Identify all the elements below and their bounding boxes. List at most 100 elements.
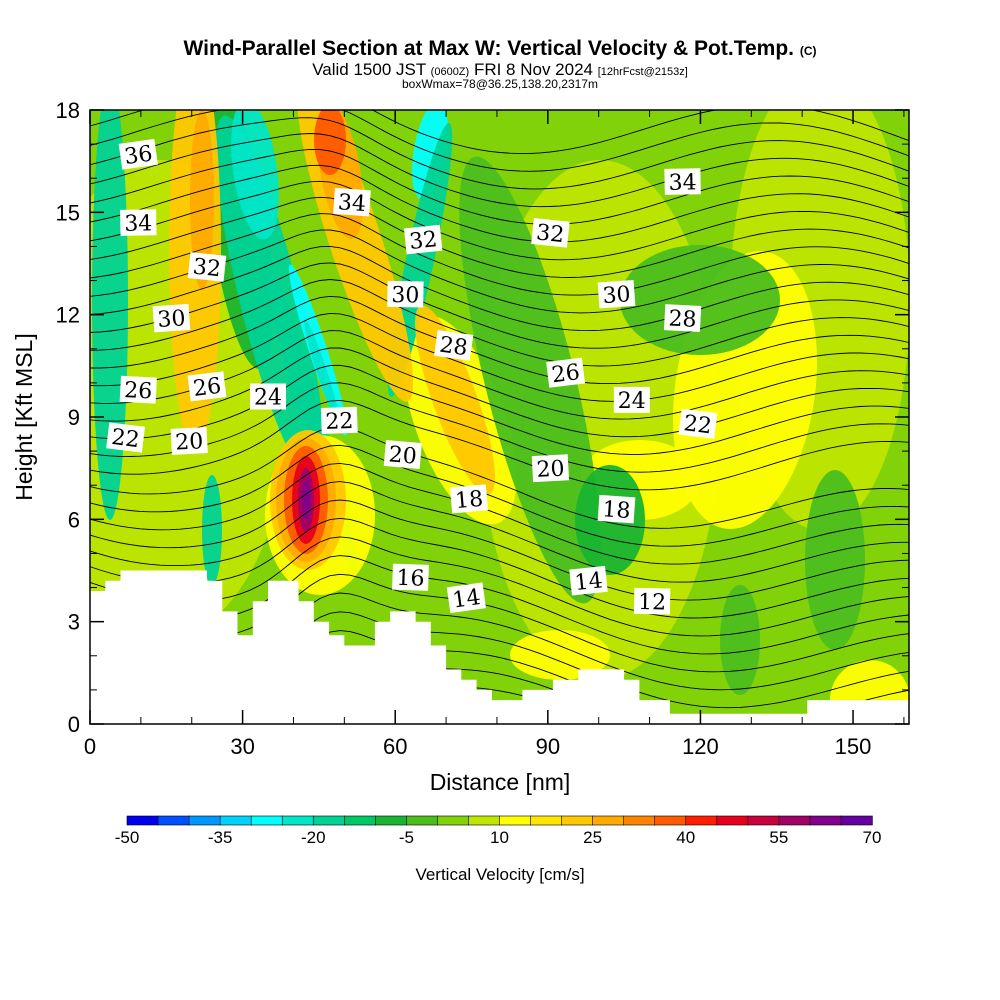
contour-label-text: 14 (573, 568, 603, 596)
contour-label-text: 32 (192, 254, 222, 282)
contour-label: 14 (446, 582, 487, 614)
colorbar-tick-label: -5 (399, 828, 414, 847)
contour-label-text: 22 (110, 425, 141, 453)
theta-contour-line (90, 382, 909, 473)
contour-label-box (392, 563, 429, 591)
colorbar-tick-labels: -50 -35 -20 -5 10 25 40 55 70 (115, 828, 882, 847)
y-tick-label: 18 (56, 98, 80, 123)
contour-label-box (597, 279, 636, 309)
contour-label: 24 (613, 386, 650, 414)
colorbar-segment (561, 815, 594, 826)
contour-label: 32 (531, 217, 570, 248)
contour-label-box (120, 209, 157, 236)
contour-label: 34 (664, 168, 701, 196)
contour-label-box (118, 138, 158, 170)
theta-contour-line (90, 481, 909, 583)
y-tick-label: 12 (56, 303, 80, 328)
theta-contour-line (90, 347, 909, 438)
contour-label: 34 (333, 187, 371, 217)
colorbar-segment (685, 815, 718, 826)
theta-contour-line (90, 536, 909, 637)
theta-contour-line (90, 213, 909, 296)
theta-contour-line (90, 399, 909, 491)
velocity-field (90, 110, 909, 724)
contour-label: 30 (597, 279, 636, 309)
theta-contour-line (90, 667, 603, 724)
contour-label: 16 (392, 563, 429, 592)
colorbar-segment (312, 815, 345, 826)
contour-label: 32 (187, 252, 227, 282)
theta-contour-line (90, 262, 909, 349)
velocity-region (720, 585, 760, 695)
y-tick-label: 9 (68, 405, 80, 430)
contour-label: 26 (119, 375, 157, 404)
theta-contour-line (90, 148, 909, 225)
colorbar-tick-label: 25 (583, 828, 602, 847)
contour-label-box (678, 408, 718, 439)
x-tick-labels: 0 30 60 90 120 150 (84, 734, 872, 759)
contour-label-box (597, 494, 636, 524)
contour-label: 20 (383, 439, 422, 470)
contour-label-box (446, 582, 487, 614)
colorbar-tick-label: 55 (769, 828, 788, 847)
x-tick-label: 0 (84, 734, 96, 759)
contour-label-text: 34 (337, 190, 367, 217)
y-tick-label: 6 (68, 507, 80, 532)
contour-label-box (387, 280, 424, 308)
contour-label: 18 (597, 494, 636, 524)
velocity-region (202, 475, 222, 585)
theta-contour-line (90, 517, 909, 619)
contour-label-box (663, 304, 702, 333)
contour-label-text: 12 (638, 590, 666, 615)
contour-label-text: 20 (536, 456, 565, 482)
box-wmax-line: boxWmax=78@36.25,138.20,2317m (402, 77, 598, 91)
theta-contour-line (90, 312, 909, 402)
contour-label-text: 18 (602, 497, 632, 524)
theta-contour-line (90, 444, 909, 547)
chart-title: Wind-Parallel Section at Max W: Vertical… (183, 37, 817, 60)
contour-label-box (187, 252, 227, 282)
colorbar-segment (778, 815, 811, 826)
velocity-region (302, 480, 310, 520)
contour-label-text: 26 (192, 374, 223, 402)
contour-label-text: 30 (391, 283, 419, 308)
theta-contour-line (90, 180, 909, 261)
x-tick-label: 60 (383, 734, 407, 759)
theta-contour-line (90, 164, 909, 243)
contour-label-box (119, 375, 157, 404)
contour-label-text: 26 (124, 378, 153, 404)
x-axis-label: Distance [nm] (430, 769, 571, 795)
contour-label-text: 24 (254, 386, 282, 411)
contour-label-box (383, 439, 422, 470)
contour-label-box (170, 426, 208, 455)
contour-label: 28 (663, 304, 702, 333)
theta-contour-line (90, 462, 909, 565)
contour-label: 20 (170, 426, 208, 456)
contour-label-text: 14 (451, 585, 482, 614)
contour-label-box (569, 565, 608, 596)
colorbar-segment (840, 815, 873, 826)
contour-label: 12 (633, 587, 671, 615)
colorbar-segment (281, 815, 314, 826)
contour-label-box (403, 224, 443, 255)
contour-label-box (250, 383, 286, 410)
velocity-region (830, 660, 909, 724)
velocity-region (231, 110, 279, 240)
contour-label-text: 32 (408, 227, 438, 255)
contour-label: 30 (387, 280, 424, 308)
velocity-region (190, 110, 214, 290)
colorbar-segment (343, 815, 377, 826)
contour-label-box (152, 303, 191, 333)
colorbar-tick-label: -20 (301, 828, 326, 847)
colorbar-segment (250, 815, 283, 826)
x-tick-label: 150 (835, 734, 872, 759)
x-tick-label: 90 (536, 734, 560, 759)
colorbar-segment (623, 815, 656, 826)
colorbar-segment (375, 815, 408, 826)
contour-label: 20 (531, 454, 570, 483)
colorbar-segment (809, 815, 842, 826)
contour-label: 18 (449, 484, 489, 514)
y-axis-label: Height [Kft MSL] (11, 333, 37, 500)
contour-label-box (320, 406, 358, 435)
